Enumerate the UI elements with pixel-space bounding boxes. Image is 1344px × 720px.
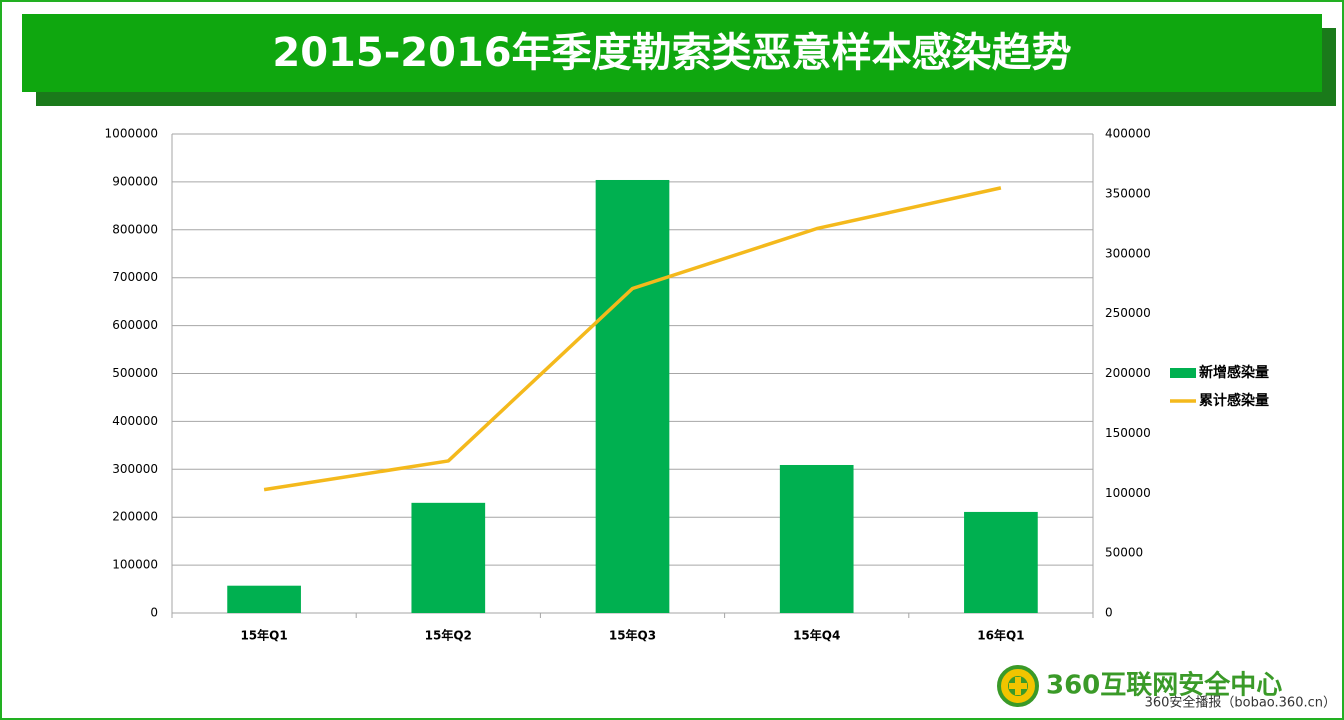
y2-tick-label: 250000 [1105, 306, 1151, 320]
y-tick-label: 100000 [112, 558, 158, 572]
bar [595, 179, 670, 613]
logo-icon [997, 665, 1039, 707]
y-tick-label: 500000 [112, 366, 158, 380]
y2-tick-label: 400000 [1105, 127, 1151, 141]
source-text: 360安全播报（bobao.360.cn） [1145, 695, 1336, 711]
y2-tick-label: 350000 [1105, 186, 1151, 200]
y-tick-label: 600000 [112, 318, 158, 332]
y-tick-label: 400000 [112, 414, 158, 428]
title-banner [22, 14, 1322, 92]
y2-tick-label: 200000 [1105, 366, 1151, 380]
y-tick-label: 800000 [112, 222, 158, 236]
y2-tick-label: 50000 [1105, 546, 1143, 560]
bar [227, 585, 301, 613]
legend-label: 新增感染量 [1199, 364, 1269, 381]
y-tick-label: 900000 [112, 174, 158, 188]
y-tick-label: 700000 [112, 270, 158, 284]
x-tick-label: 16年Q1 [977, 628, 1024, 643]
y2-tick-label: 100000 [1105, 486, 1151, 500]
y-tick-label: 0 [150, 606, 158, 620]
chart-title: 2015-2016年季度勒索类恶意样本感染趋势 [272, 30, 1071, 76]
y2-tick-label: 150000 [1105, 426, 1151, 440]
bar [964, 511, 1038, 613]
bar [779, 464, 854, 613]
line [263, 186, 1002, 492]
y2-tick-label: 300000 [1105, 246, 1151, 260]
legend-label: 累计感染量 [1199, 392, 1269, 409]
x-tick-label: 15年Q2 [425, 628, 472, 643]
x-tick-label: 15年Q4 [793, 628, 840, 643]
y-tick-label: 300000 [112, 462, 158, 476]
bar [411, 502, 486, 613]
y2-tick-label: 0 [1105, 606, 1113, 620]
logo-text: 360互联网安全中心 [1046, 670, 1282, 701]
legend-swatch [1170, 368, 1196, 378]
x-tick-label: 15年Q1 [240, 628, 287, 643]
x-tick-label: 15年Q3 [609, 628, 656, 643]
y-tick-label: 1000000 [105, 127, 158, 141]
y-tick-label: 200000 [112, 510, 158, 524]
